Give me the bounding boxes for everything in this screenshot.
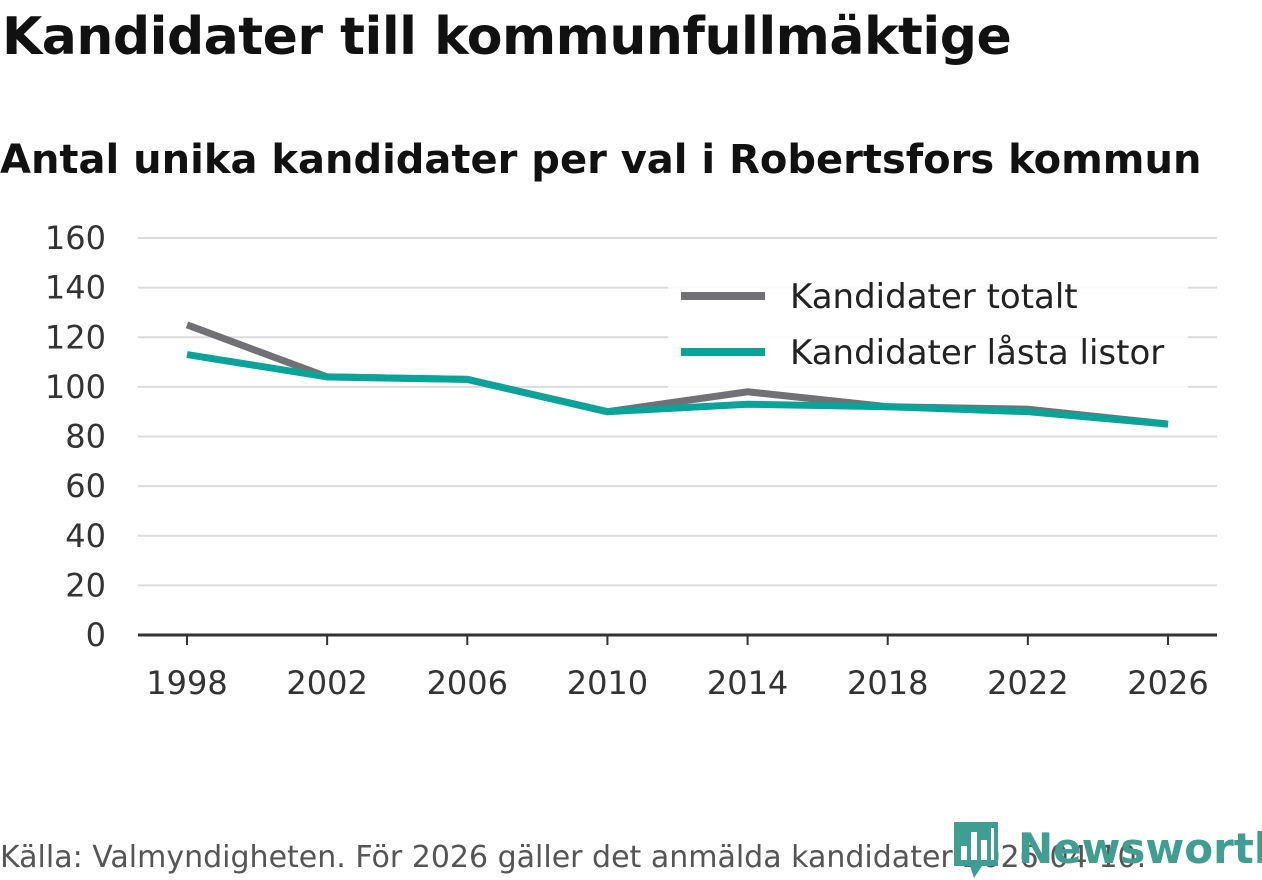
newsworthy-brand: Newsworthy (950, 818, 1262, 880)
x-tick-label: 2022 (987, 664, 1068, 702)
y-tick-label: 20 (65, 566, 106, 604)
x-tick-label: 2014 (707, 664, 788, 702)
newsworthy-logo-icon (954, 822, 998, 878)
y-tick-label: 140 (45, 269, 106, 307)
y-tick-label: 40 (65, 517, 106, 555)
legend-label: Kandidater låsta listor (790, 333, 1164, 373)
series-line-lasta-listor (186, 351, 1169, 428)
x-tick-label: 1998 (146, 664, 227, 702)
x-tick-label: 2018 (847, 664, 928, 702)
legend-background (668, 268, 1188, 388)
y-tick-label: 160 (45, 219, 106, 257)
y-tick-label: 0 (86, 616, 106, 654)
x-tick-label: 2026 (1127, 664, 1208, 702)
legend-label: Kandidater totalt (790, 277, 1078, 317)
x-tick-label: 2010 (567, 664, 648, 702)
y-tick-label: 120 (45, 318, 106, 356)
chart-title: Kandidater till kommunfullmäktige (2, 7, 1012, 67)
y-tick-label: 60 (65, 467, 106, 505)
y-tick-label: 80 (65, 418, 106, 456)
y-tick-label: 100 (45, 368, 106, 406)
x-tick-label: 2006 (427, 664, 508, 702)
x-tick-label: 2002 (286, 664, 367, 702)
brand-name: Newsworthy (1018, 824, 1262, 873)
chart-subtitle: Antal unika kandidater per val i Roberts… (0, 137, 1202, 183)
legend: Kandidater totalt Kandidater låsta listor (668, 268, 1188, 388)
